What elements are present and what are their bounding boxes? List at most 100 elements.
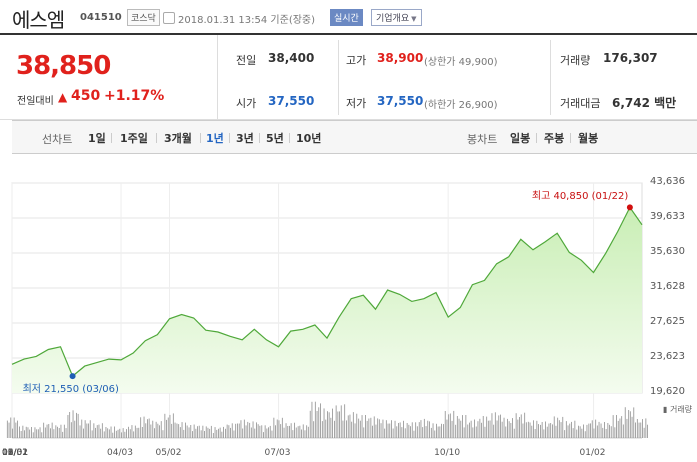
volume-bar xyxy=(591,420,593,438)
volume-bar xyxy=(394,420,396,438)
volume-bar xyxy=(574,420,576,438)
volume-bar xyxy=(141,427,143,438)
volume-bar xyxy=(245,425,247,438)
volume-bar xyxy=(550,423,552,438)
realtime-button[interactable]: 실시간 xyxy=(330,9,363,26)
volume-bar xyxy=(37,429,39,438)
volume-bar xyxy=(356,413,358,438)
lower-limit: (하한가 26,900) xyxy=(424,100,498,111)
volume-bar xyxy=(517,419,519,438)
volume-bar xyxy=(36,429,38,438)
high-marker xyxy=(626,204,633,211)
volume-bar xyxy=(147,419,148,438)
volume-bar xyxy=(553,416,555,438)
volume-bar xyxy=(586,424,588,438)
period-5y[interactable]: 5년 xyxy=(266,132,284,145)
volume-bar xyxy=(448,414,450,438)
volume-bar xyxy=(536,420,538,438)
volume-bar xyxy=(228,425,230,438)
volume-bar xyxy=(129,429,131,438)
volume-bar xyxy=(316,411,318,438)
volume-bar xyxy=(375,424,377,438)
period-10y[interactable]: 10년 xyxy=(296,132,322,145)
line-chart-label: 선차트 xyxy=(42,133,73,146)
volume-bar xyxy=(610,426,612,438)
stock-code: 041510 xyxy=(80,12,122,23)
candle-daily[interactable]: 일봉 xyxy=(510,132,531,145)
volume-bar xyxy=(491,413,493,438)
y-tick-label: 23,623 xyxy=(650,350,685,362)
volume-bar xyxy=(465,415,467,438)
period-1w[interactable]: 1주일 xyxy=(120,132,148,145)
volume-bar xyxy=(558,420,560,438)
volume-bar xyxy=(242,428,244,438)
period-1y[interactable]: 1년 xyxy=(206,132,224,145)
price-line xyxy=(11,206,643,378)
volume-bar xyxy=(188,427,190,438)
volume-bar xyxy=(420,420,422,438)
x-tick-label: 06/01 xyxy=(2,448,28,458)
volume-bar xyxy=(359,420,361,438)
volume-bar xyxy=(588,423,590,438)
volume-bar xyxy=(67,415,69,438)
volume-bar xyxy=(351,421,353,438)
volume-bar xyxy=(552,424,553,438)
high-value: 38,900 xyxy=(377,51,424,65)
volume-bar xyxy=(361,415,363,438)
volume-bar xyxy=(252,421,254,438)
volume-bar xyxy=(160,421,162,438)
volume-bar xyxy=(354,423,356,438)
volume-bar xyxy=(524,412,526,438)
up-triangle-icon: ▲ xyxy=(58,90,68,104)
volume-bar xyxy=(382,419,384,438)
period-divider xyxy=(156,133,157,143)
volume-bar xyxy=(17,420,18,438)
volume-bar xyxy=(323,408,325,438)
volume-bar xyxy=(460,420,462,438)
volume-bar xyxy=(538,424,539,438)
volume-bar xyxy=(22,425,24,438)
volume-bar xyxy=(391,420,392,438)
volume-bar xyxy=(406,423,408,438)
volume-bar xyxy=(235,423,237,438)
y-tick-label: 27,625 xyxy=(650,316,685,327)
volume-bar xyxy=(283,427,285,438)
company-overview-button[interactable]: 기업개요 ▼ xyxy=(371,9,422,26)
volume-bar xyxy=(607,423,609,438)
x-tick-label: 03/02 xyxy=(2,448,28,458)
volume-bar xyxy=(101,423,103,438)
volume-bar xyxy=(143,416,145,438)
candle-weekly[interactable]: 주봉 xyxy=(544,132,565,145)
volume-bar xyxy=(100,428,102,438)
volume-bar xyxy=(616,415,617,438)
change-rate: +1.17% xyxy=(104,88,165,104)
y-tick-label: 43,636 xyxy=(650,176,685,187)
volume-bar xyxy=(590,423,591,438)
volume-bar xyxy=(181,422,183,438)
volume-bar xyxy=(337,411,339,438)
x-tick-label: 04/03 xyxy=(107,448,133,458)
volume-bar xyxy=(614,427,616,438)
volume-bar xyxy=(334,420,335,438)
volume-bar xyxy=(339,411,340,438)
period-3m[interactable]: 3개월 xyxy=(164,132,192,145)
candle-monthly[interactable]: 월봉 xyxy=(578,132,599,145)
volume-bar xyxy=(449,413,451,438)
volume-bar xyxy=(221,431,223,438)
volume-bar xyxy=(210,425,212,438)
period-1d[interactable]: 1일 xyxy=(88,132,106,145)
volume-bar xyxy=(595,419,597,438)
volume-bar xyxy=(219,427,221,438)
volume-bar xyxy=(398,423,399,438)
volume-bar xyxy=(439,426,441,438)
volume-bar xyxy=(223,426,224,438)
period-divider xyxy=(570,133,571,143)
volume-bar xyxy=(501,421,503,438)
volume-bar xyxy=(437,426,439,438)
volume-bar xyxy=(425,426,427,438)
volume-bar xyxy=(462,415,463,438)
low-marker xyxy=(69,373,76,380)
volume-bar xyxy=(198,425,200,438)
period-3y[interactable]: 3년 xyxy=(236,132,254,145)
volume-bar xyxy=(34,427,36,438)
